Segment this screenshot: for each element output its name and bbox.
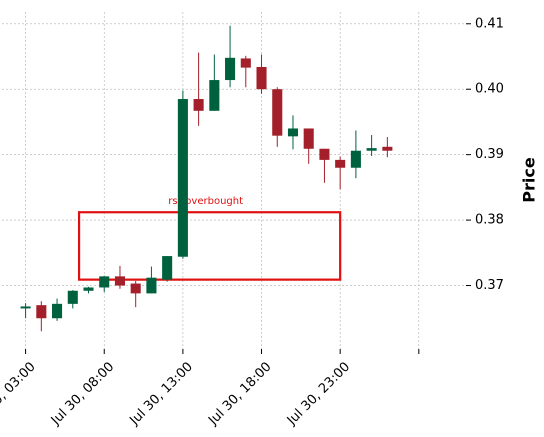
candle-body (240, 58, 251, 68)
candle-body (99, 276, 110, 288)
candle-body (67, 290, 78, 304)
candles-layer (20, 25, 393, 332)
candle-body (114, 276, 125, 286)
annotation-layer: rsi_overbought (77, 196, 342, 281)
candle-body (20, 306, 31, 309)
x-tick-label: Jul 30, 08:00 (48, 359, 117, 428)
candle-body (303, 128, 314, 149)
candle-body (162, 256, 173, 280)
x-tick-label: Jul 30, 18:00 (205, 359, 274, 428)
candle-body (382, 146, 393, 151)
candle-body (146, 277, 157, 294)
y-tick-label: 0.40 (475, 82, 504, 97)
y-axis-title: Price (520, 157, 539, 203)
x-tick-label: Jul 30, 13:00 (127, 359, 196, 428)
y-tick-label: 0.41 (475, 16, 504, 31)
candle-body (83, 287, 94, 291)
candle-body (319, 148, 330, 160)
annotation-box (77, 211, 342, 281)
candle-body (350, 150, 361, 168)
candle-body (272, 89, 283, 136)
candle-body (177, 99, 188, 257)
candle-body (335, 159, 346, 168)
y-tick-label: 0.39 (475, 147, 504, 162)
annotation-label: rsi_overbought (168, 196, 243, 207)
candle-body (52, 303, 63, 319)
candle-body (366, 148, 377, 151)
candle-body (287, 128, 299, 137)
candle-body (225, 57, 236, 81)
candle-body (209, 80, 220, 111)
candle-body (193, 99, 204, 111)
candle-body (256, 66, 267, 90)
y-tick-label: 0.37 (475, 278, 504, 293)
candle-body (36, 305, 47, 319)
x-tick-label: Jul 30, 23:00 (284, 359, 353, 428)
candle-body (130, 283, 141, 294)
x-tick-label: Jul 30, 03:00 (0, 359, 39, 428)
y-tick-label: 0.38 (475, 213, 504, 228)
